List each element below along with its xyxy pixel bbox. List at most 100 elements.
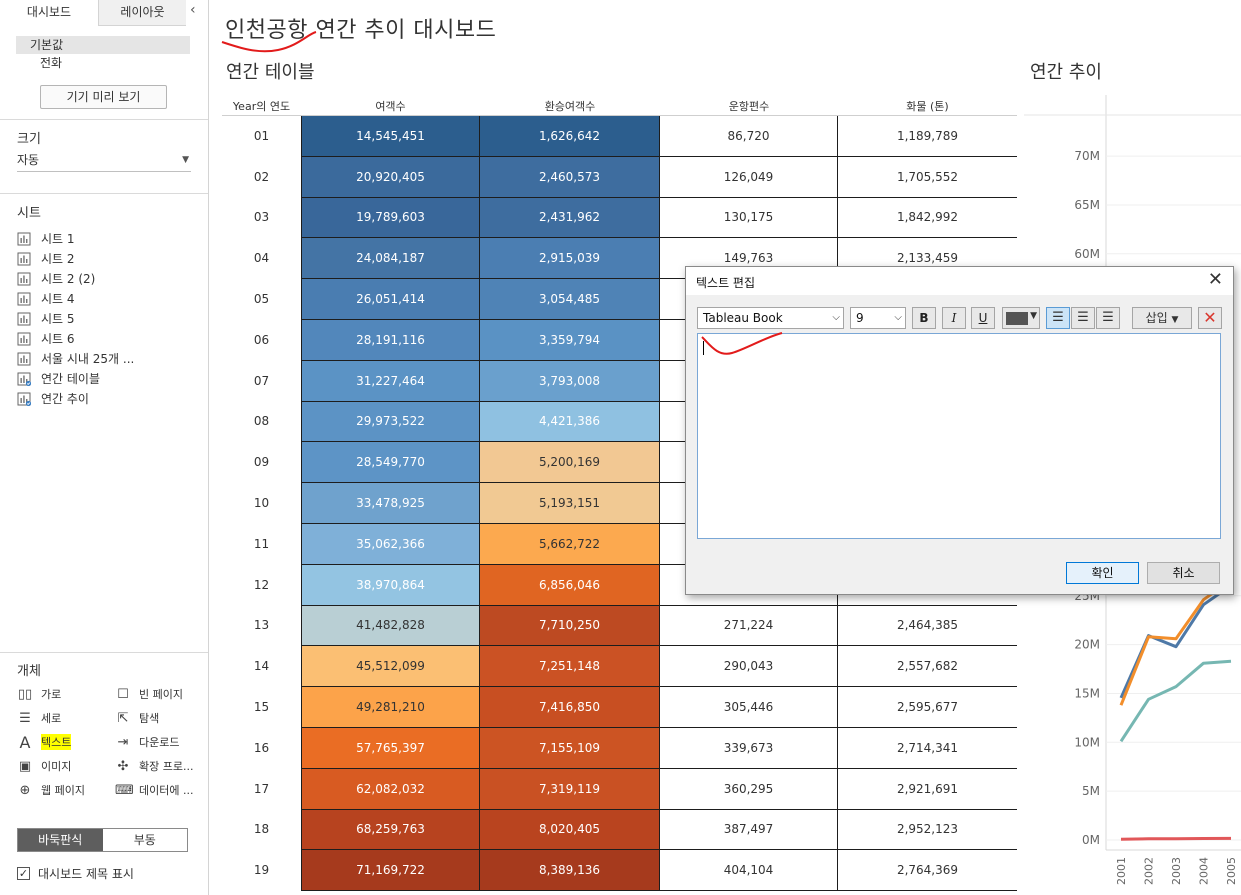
close-icon[interactable]: ✕ bbox=[1207, 269, 1223, 290]
insert-menu-button[interactable]: 삽입 ▼ bbox=[1132, 307, 1192, 329]
show-title-row[interactable]: ✓ 대시보드 제목 표시 bbox=[17, 865, 134, 882]
blank-page-icon: ☐ bbox=[117, 686, 129, 702]
table-row[interactable]: 15 49,281,210 7,416,850 305,446 2,595,677 bbox=[222, 687, 1017, 728]
tab-layout[interactable]: 레이아웃 bbox=[98, 0, 186, 26]
chevron-down-icon: ⌵ bbox=[832, 312, 840, 323]
table-row[interactable]: 01 14,545,451 1,626,642 86,720 1,189,789 bbox=[222, 116, 1017, 157]
table-row[interactable]: 13 41,482,828 7,710,250 271,224 2,464,385 bbox=[222, 605, 1017, 647]
align-right-button[interactable]: ☰ bbox=[1096, 307, 1120, 329]
device-item-default[interactable]: 기본값 bbox=[16, 36, 190, 54]
object-blank[interactable]: ☐ 빈 페이지 bbox=[115, 685, 183, 703]
table-row[interactable]: 19 71,169,722 8,389,136 404,104 2,764,369 bbox=[222, 850, 1017, 892]
cell-year: 02 bbox=[222, 157, 301, 198]
sheet-item[interactable]: 서울 시내 25개 ... bbox=[17, 349, 197, 369]
clear-formatting-icon[interactable]: ✕ bbox=[1198, 307, 1222, 329]
table-row[interactable]: 09 28,549,770 5,200,169 bbox=[222, 442, 1017, 484]
table-row[interactable]: 10 33,478,925 5,193,151 bbox=[222, 483, 1017, 524]
size-section-title: 크기 bbox=[17, 132, 41, 147]
table-row[interactable]: 17 62,082,032 7,319,119 360,295 2,921,691 bbox=[222, 768, 1017, 810]
sheet-item[interactable]: 시트 2 (2) bbox=[17, 269, 197, 289]
toggle-tiled[interactable]: 바둑판식 bbox=[18, 829, 103, 851]
bold-button[interactable]: B bbox=[912, 307, 936, 329]
device-item-phone[interactable]: 전화 bbox=[40, 56, 63, 70]
tab-dashboard[interactable]: 대시보드 bbox=[0, 0, 98, 26]
object-data[interactable]: ⌨ 데이터에 ... bbox=[115, 781, 193, 799]
collapse-sidebar-icon[interactable]: ‹ bbox=[190, 2, 196, 18]
object-label: 텍스트 bbox=[41, 734, 72, 750]
cell-cargo: 1,189,789 bbox=[838, 116, 1017, 157]
align-right-icon: ☰ bbox=[1102, 310, 1114, 325]
table-row[interactable]: 04 24,084,187 2,915,039 149,763 2,133,459 bbox=[222, 238, 1017, 280]
cell-passengers: 31,227,464 bbox=[301, 360, 480, 402]
sheet-item[interactable]: 시트 1 bbox=[17, 229, 197, 249]
table-row[interactable]: 18 68,259,763 8,020,405 387,497 2,952,123 bbox=[222, 809, 1017, 851]
cell-flights: 339,673 bbox=[660, 727, 838, 769]
object-navigation[interactable]: ⇱ 탐색 bbox=[115, 709, 160, 727]
align-center-button[interactable]: ☰ bbox=[1071, 307, 1095, 329]
x-tick-label: 2003 bbox=[1170, 857, 1183, 885]
object-vertical[interactable]: ☰ 세로 bbox=[17, 709, 61, 727]
cancel-button[interactable]: 취소 bbox=[1147, 562, 1220, 584]
text-cursor bbox=[703, 341, 704, 355]
divider bbox=[0, 652, 208, 653]
table-row[interactable]: 03 19,789,603 2,431,962 130,175 1,842,992 bbox=[222, 197, 1017, 239]
sheet-item[interactable]: 시트 5 bbox=[17, 309, 197, 329]
dashboard-sidebar: 대시보드 레이아웃 ‹ 기본값 전화 기기 미리 보기 크기 자동 ▼ 시트 시… bbox=[0, 0, 209, 895]
cell-passengers: 29,973,522 bbox=[301, 401, 480, 443]
table-row[interactable]: 07 31,227,464 3,793,008 bbox=[222, 360, 1017, 402]
table-row[interactable]: 02 20,920,405 2,460,573 126,049 1,705,552 bbox=[222, 156, 1017, 198]
dialog-titlebar[interactable] bbox=[686, 267, 1233, 295]
show-title-checkbox[interactable]: ✓ bbox=[17, 867, 30, 880]
header-transfer[interactable]: 환승여객수 bbox=[544, 100, 596, 113]
x-tick-label: 2001 bbox=[1115, 857, 1128, 885]
size-dropdown[interactable]: 자동 ▼ bbox=[17, 150, 191, 172]
sheet-item-label: 시트 2 bbox=[41, 252, 75, 266]
cell-passengers: 19,789,603 bbox=[301, 197, 480, 239]
ok-button[interactable]: 확인 bbox=[1066, 562, 1139, 584]
sheet-item[interactable]: 시트 2 bbox=[17, 249, 197, 269]
object-download[interactable]: ⇥ 다운로드 bbox=[115, 733, 180, 751]
data-driven-alert-icon: ⌨ bbox=[115, 782, 134, 798]
header-year[interactable]: Year의 연도 bbox=[232, 100, 291, 113]
y-tick-label: 70M bbox=[1074, 149, 1100, 163]
table-row[interactable]: 06 28,191,116 3,359,794 bbox=[222, 319, 1017, 361]
object-webpage[interactable]: ⊕ 웹 페이지 bbox=[17, 781, 85, 799]
table-row[interactable]: 08 29,973,522 4,421,386 bbox=[222, 401, 1017, 443]
sheet-item[interactable]: 연간 테이블 bbox=[17, 369, 197, 389]
header-cargo[interactable]: 화물 (톤) bbox=[906, 100, 949, 113]
table-row[interactable]: 05 26,051,414 3,054,485 bbox=[222, 279, 1017, 320]
object-extension[interactable]: ✣ 확장 프로... bbox=[115, 757, 194, 775]
text-editor-area[interactable] bbox=[697, 333, 1221, 539]
cell-passengers: 57,765,397 bbox=[301, 727, 480, 769]
sheet-item[interactable]: 시트 6 bbox=[17, 329, 197, 349]
image-icon: ▣ bbox=[18, 758, 32, 774]
font-size-value: 9 bbox=[856, 311, 864, 325]
table-row[interactable]: 14 45,512,099 7,251,148 290,043 2,557,682 bbox=[222, 646, 1017, 688]
cell-transfer: 1,626,642 bbox=[480, 116, 660, 157]
object-text[interactable]: A 텍스트 bbox=[17, 733, 72, 752]
object-horizontal[interactable]: ▯▯ 가로 bbox=[17, 685, 61, 703]
font-family-dropdown[interactable]: Tableau Book ⌵ bbox=[697, 307, 844, 329]
y-tick-label: 65M bbox=[1074, 198, 1100, 212]
align-left-button[interactable]: ☰ bbox=[1046, 307, 1070, 329]
table-row[interactable]: 12 38,970,864 6,856,046 bbox=[222, 564, 1017, 606]
dashboard-title[interactable]: 인천공항 연간 추이 대시보드 bbox=[225, 18, 497, 43]
sheet-item[interactable]: 시트 4 bbox=[17, 289, 197, 309]
worksheet-icon bbox=[17, 292, 31, 306]
font-color-button[interactable]: ▼ bbox=[1002, 307, 1040, 329]
sheet-item[interactable]: 연간 추이 bbox=[17, 389, 197, 409]
cell-transfer: 5,662,722 bbox=[480, 523, 660, 565]
sheet-item-label: 연간 추이 bbox=[41, 392, 89, 406]
italic-button[interactable]: I bbox=[942, 307, 966, 329]
header-flights[interactable]: 운항편수 bbox=[728, 100, 770, 113]
toggle-floating[interactable]: 부동 bbox=[133, 833, 156, 847]
cell-flights: 387,497 bbox=[660, 809, 838, 851]
underline-button[interactable]: U bbox=[971, 307, 995, 329]
device-preview-button[interactable]: 기기 미리 보기 bbox=[40, 85, 167, 109]
header-passengers[interactable]: 여객수 bbox=[375, 100, 406, 113]
font-size-dropdown[interactable]: 9 ⌵ bbox=[850, 307, 906, 329]
series-line bbox=[1119, 584, 1232, 699]
object-image[interactable]: ▣ 이미지 bbox=[17, 757, 72, 775]
annual-table[interactable]: Year의 연도 여객수 환승여객수 운항편수 화물 (톤) 01 14,545,… bbox=[222, 96, 1017, 892]
table-row[interactable]: 16 57,765,397 7,155,109 339,673 2,714,341 bbox=[222, 727, 1017, 769]
